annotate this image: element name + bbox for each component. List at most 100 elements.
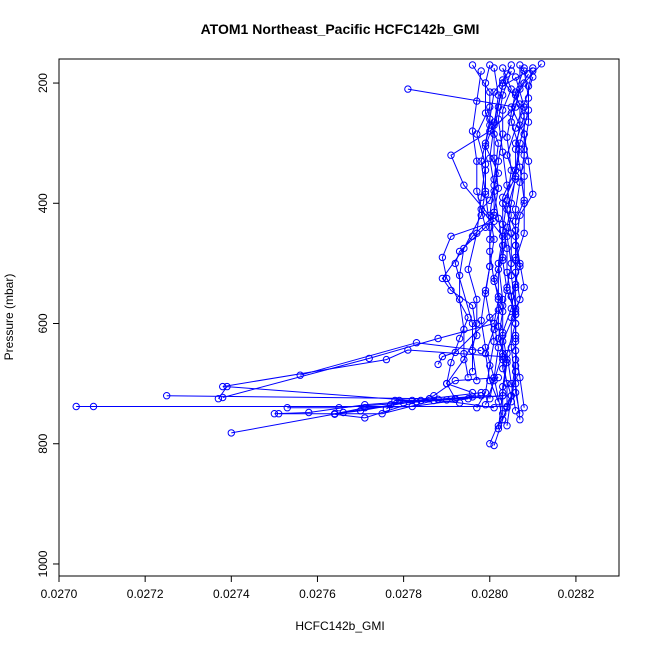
data-point: [511, 407, 520, 415]
data-point: [296, 371, 304, 379]
data-point: [494, 292, 503, 301]
data-point: [490, 181, 498, 189]
plot-frame: [58, 58, 620, 577]
data-point: [438, 274, 447, 283]
data-point: [438, 352, 447, 361]
data-point: [516, 295, 524, 304]
profile-line: [300, 342, 482, 376]
data-point: [511, 73, 520, 81]
data-point: [460, 181, 468, 189]
data-point: [494, 422, 503, 430]
data-point: [481, 187, 490, 196]
y-tick-label: 1000: [36, 550, 50, 577]
profile-line: [472, 64, 508, 444]
data-point: [537, 60, 546, 68]
data-point: [490, 121, 498, 129]
data-point: [455, 295, 464, 304]
data-point: [511, 307, 520, 316]
data-point: [443, 379, 451, 388]
data-point: [516, 373, 524, 382]
data-point: [72, 402, 80, 411]
data-point: [481, 166, 490, 174]
data-point: [481, 343, 490, 352]
profile-line: [222, 349, 503, 388]
data-point: [451, 395, 459, 403]
data-point: [507, 109, 515, 117]
data-point: [490, 376, 498, 385]
data-point: [305, 408, 313, 417]
data-point: [412, 398, 421, 406]
data-point: [511, 361, 520, 370]
data-point: [473, 295, 481, 304]
data-point: [511, 283, 520, 292]
data-point: [507, 392, 515, 400]
data-point: [455, 271, 464, 280]
data-point: [494, 91, 503, 99]
data-point: [499, 91, 507, 99]
data-point: [227, 429, 236, 437]
data-point: [516, 259, 524, 268]
data-point: [511, 166, 520, 174]
data-point: [219, 393, 227, 402]
data-point: [503, 151, 511, 159]
profile-line: [510, 63, 542, 420]
data-point: [214, 395, 223, 403]
data-point: [520, 229, 528, 238]
data-point: [494, 169, 503, 177]
y-axis-label: Pressure (mbar): [2, 274, 16, 361]
data-point: [404, 346, 412, 354]
data-point: [507, 85, 515, 93]
data-point: [481, 139, 490, 147]
data-point: [516, 121, 524, 129]
x-tick-label: 0.0280: [471, 587, 508, 601]
profile-line: [222, 323, 495, 398]
profile-line: [476, 67, 499, 408]
data-point: [499, 364, 507, 373]
data-point: [499, 256, 507, 265]
x-tick-label: 0.0282: [558, 587, 595, 601]
y-axis: 200 400 600 800 1000: [36, 73, 59, 577]
data-point: [529, 190, 537, 199]
x-tick-label: 0.0272: [127, 587, 164, 601]
data-point: [499, 130, 507, 138]
data-point: [477, 211, 485, 220]
data-point: [468, 319, 477, 328]
data-point: [464, 313, 472, 322]
data-point: [486, 313, 494, 322]
series-group: [72, 60, 546, 450]
x-tick-label: 0.0274: [213, 587, 250, 601]
data-point: [520, 130, 528, 138]
data-point: [382, 405, 391, 413]
data-point: [486, 361, 494, 370]
data-point: [447, 232, 455, 241]
data-point: [430, 392, 438, 400]
x-tick-label: 0.0270: [41, 587, 78, 601]
data-point: [494, 214, 503, 223]
data-point: [486, 440, 494, 448]
data-point: [486, 88, 494, 96]
data-point: [490, 277, 498, 286]
data-point: [511, 319, 520, 328]
data-point: [481, 388, 490, 397]
data-point: [507, 292, 515, 301]
data-point: [473, 130, 481, 138]
data-point: [468, 388, 477, 397]
data-point: [460, 325, 468, 334]
data-point: [511, 232, 520, 241]
data-point: [365, 354, 373, 363]
profile-line: [459, 73, 508, 378]
data-point: [516, 178, 524, 186]
data-point: [283, 404, 291, 412]
x-tick-label: 0.0276: [299, 587, 336, 601]
data-point: [490, 441, 498, 450]
x-axis: 0.0270 0.0272 0.0274 0.0276 0.0278 0.0280 0.02…: [41, 576, 595, 601]
y-tick-label: 400: [36, 193, 50, 213]
data-point: [473, 157, 481, 165]
data-point: [486, 211, 494, 220]
data-point: [447, 358, 455, 367]
data-point: [486, 115, 494, 123]
data-point: [219, 382, 227, 391]
data-point: [335, 404, 343, 412]
chart-title: ATOM1 Northeast_Pacific HCFC142b_GMI: [201, 21, 480, 37]
